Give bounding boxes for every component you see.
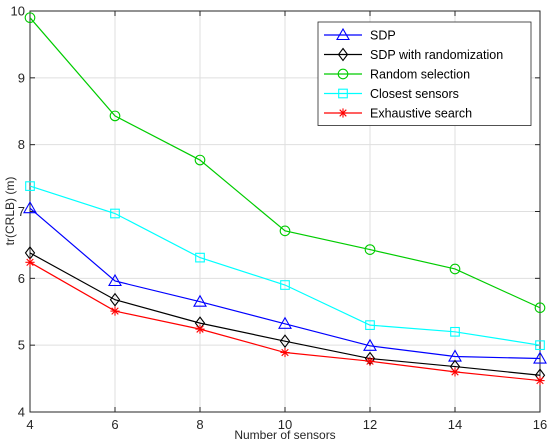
legend: SDP SDP with randomization Random selectio… — [317, 21, 532, 126]
series-line — [29, 17, 541, 309]
legend-label: SDP — [370, 29, 396, 43]
legend-label: Closest sensors — [370, 87, 459, 101]
data-point — [110, 306, 120, 316]
data-point — [535, 340, 545, 351]
series-line — [29, 252, 541, 376]
data-point — [364, 244, 376, 255]
series-2 — [24, 12, 546, 314]
data-point — [363, 338, 377, 351]
legend-label: Exhaustive search — [370, 107, 472, 121]
legend-item: Closest sensors — [324, 87, 459, 101]
y-tick-label: 6 — [18, 271, 25, 286]
axis-ticks: 4 6 8 10 12 14 16 4 5 6 7 8 9 10 — [11, 4, 548, 433]
y-axis-label: tr(CRLB) (m) — [3, 177, 17, 246]
legend-marker — [338, 88, 348, 99]
data-point — [279, 334, 291, 349]
data-point — [193, 294, 207, 307]
legend-marker — [336, 27, 350, 41]
x-tick-label: 6 — [111, 417, 118, 432]
legend-item: Random selection — [324, 68, 470, 82]
legend-marker — [337, 68, 349, 80]
data-point — [534, 302, 546, 314]
data-point — [449, 263, 461, 275]
series-3 — [25, 181, 545, 351]
series-4 — [25, 257, 545, 386]
data-point — [25, 181, 35, 191]
data-point — [195, 324, 205, 334]
data-point — [24, 12, 36, 24]
y-tick-label: 9 — [18, 70, 25, 85]
data-point — [108, 273, 122, 287]
y-tick-label: 4 — [18, 405, 25, 420]
x-tick-label: 8 — [196, 417, 203, 432]
data-point — [365, 356, 375, 366]
data-point — [194, 154, 206, 166]
data-point — [365, 320, 375, 330]
data-point — [450, 326, 460, 337]
data-point — [23, 201, 37, 214]
legend-label: SDP with randomization — [370, 48, 503, 62]
legend-marker — [337, 47, 349, 62]
data-point — [109, 292, 121, 307]
data-point — [279, 225, 291, 237]
series-line — [29, 207, 541, 360]
data-point — [280, 280, 290, 290]
x-tick-label: 16 — [533, 417, 547, 432]
data-point — [533, 351, 547, 364]
y-tick-label: 7 — [18, 204, 25, 219]
legend-item: Exhaustive search — [324, 107, 472, 121]
data-point — [278, 316, 292, 329]
series-line — [29, 185, 541, 346]
legend-label: Random selection — [370, 68, 470, 82]
x-tick-label: 4 — [26, 417, 33, 432]
series-group — [23, 12, 547, 386]
x-tick-label: 14 — [448, 417, 462, 432]
y-tick-label: 8 — [18, 137, 25, 152]
x-tick-label: 10 — [278, 417, 292, 432]
data-point — [110, 208, 120, 219]
data-point — [25, 257, 35, 267]
x-tick-label: 12 — [363, 417, 377, 432]
data-point — [450, 367, 460, 377]
data-point — [535, 375, 545, 386]
y-tick-label: 5 — [18, 338, 25, 353]
legend-marker — [338, 108, 348, 118]
data-point — [109, 110, 121, 122]
legend-item: SDP with randomization — [324, 47, 503, 62]
legend-item: SDP — [324, 27, 396, 43]
y-tick-label: 10 — [11, 4, 25, 19]
data-point — [280, 347, 290, 358]
data-point — [195, 252, 205, 263]
x-axis-label: Number of sensors — [234, 428, 335, 442]
